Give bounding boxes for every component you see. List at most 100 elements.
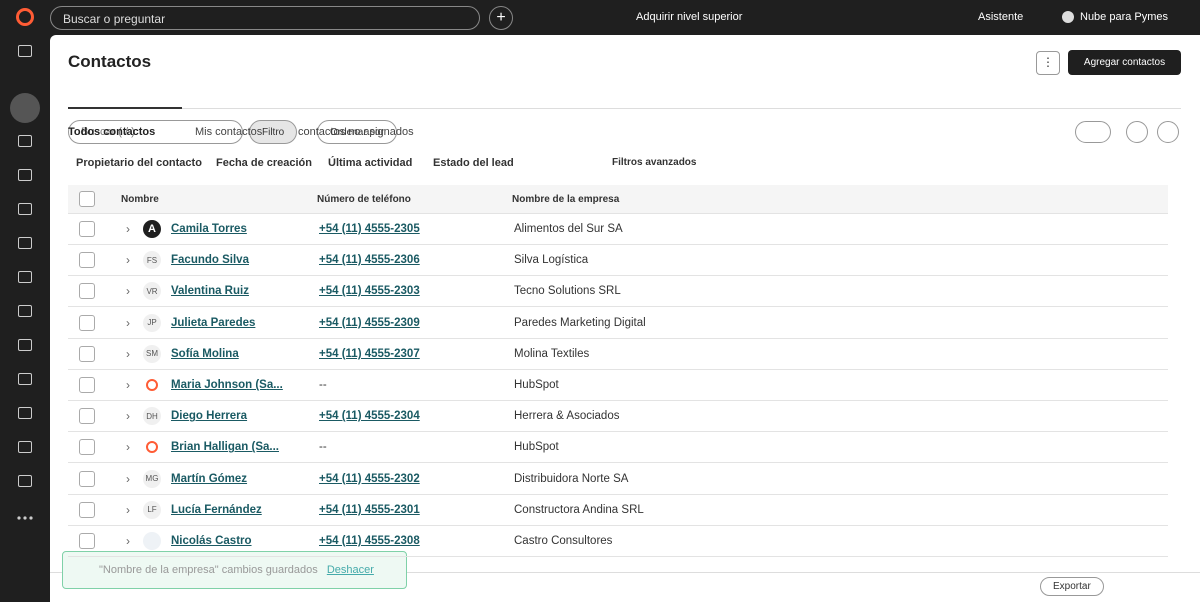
active-nav[interactable] <box>10 93 40 123</box>
sort-button[interactable]: Ordenar por <box>317 120 397 144</box>
row-checkbox[interactable] <box>79 377 95 393</box>
contact-name[interactable]: Valentina Ruiz <box>171 285 249 298</box>
contact-name[interactable]: Facundo Silva <box>171 254 249 267</box>
nav-icon[interactable] <box>18 339 32 351</box>
nav-icon[interactable] <box>18 45 32 57</box>
view-toggle[interactable] <box>1075 121 1111 143</box>
contact-name[interactable]: Camila Torres <box>171 223 247 235</box>
row-checkbox[interactable] <box>79 283 95 300</box>
row-checkbox[interactable] <box>79 408 95 425</box>
phone[interactable]: +54 (11) 4555-2303 <box>319 285 420 298</box>
avatar: DH <box>143 407 161 426</box>
tabs-divider <box>68 108 1181 109</box>
row-checkbox[interactable] <box>79 470 95 487</box>
contact-name[interactable]: Julieta Paredes <box>171 316 256 329</box>
nav-icon[interactable] <box>18 169 32 181</box>
filter-dropdown[interactable]: Última actividad <box>328 157 413 169</box>
contact-name[interactable]: Lucía Fernández <box>171 503 262 516</box>
row-checkbox[interactable] <box>79 221 95 237</box>
company: Silva Logística <box>514 254 589 267</box>
select-all-checkbox[interactable] <box>79 191 95 207</box>
global-search[interactable]: Buscar o preguntar <box>50 6 480 30</box>
row-checkbox[interactable] <box>79 252 95 269</box>
phone[interactable]: +54 (11) 4555-2309 <box>319 316 420 329</box>
table-row: › FS Facundo Silva +54 (11) 4555-2306 Silva … <box>68 245 1168 277</box>
nav-icon[interactable] <box>18 305 32 317</box>
expand-icon[interactable]: › <box>126 346 130 361</box>
expand-icon[interactable]: › <box>126 222 130 236</box>
add-icon[interactable]: + <box>489 6 513 30</box>
row-checkbox[interactable] <box>79 314 95 331</box>
contact-name[interactable]: Nicolás Castro <box>171 535 252 547</box>
expand-icon[interactable]: › <box>126 534 130 548</box>
table-row: › MG Martín Gómez +54 (11) 4555-2302 Distrib… <box>68 464 1168 495</box>
nav-icon[interactable] <box>18 373 32 385</box>
contact-name[interactable]: Maria Johnson (Sa... <box>171 379 283 391</box>
phone[interactable]: +54 (11) 4555-2301 <box>319 503 420 516</box>
expand-icon[interactable]: › <box>126 253 130 268</box>
filter-dropdown[interactable]: Estado del lead <box>433 157 514 169</box>
company: Constructora Andina SRL <box>514 503 644 516</box>
nav-icon[interactable] <box>18 203 32 215</box>
tab[interactable]: Todos contactos <box>68 126 156 138</box>
expand-icon[interactable]: › <box>126 502 130 517</box>
phone[interactable]: +54 (11) 4555-2302 <box>319 472 420 485</box>
column-header[interactable]: Nombre de la empresa <box>512 193 620 205</box>
expand-icon[interactable]: › <box>126 284 130 299</box>
filter-button[interactable]: Filtro <box>249 120 298 144</box>
nav-icon[interactable] <box>18 271 32 283</box>
collapse-button[interactable] <box>1157 121 1179 143</box>
filter-dropdown[interactable]: Propietario del contacto <box>76 157 202 169</box>
company: Alimentos del Sur SA <box>514 223 623 235</box>
more-actions[interactable]: ⋮ <box>1036 51 1060 75</box>
assistant-button[interactable]: Asistente <box>978 11 1024 23</box>
contact-name[interactable]: Sofía Molina <box>171 347 239 360</box>
undo-link[interactable]: Deshacer <box>326 564 374 576</box>
expand-icon[interactable]: › <box>126 471 130 486</box>
nav-icon[interactable] <box>18 237 32 249</box>
row-checkbox[interactable] <box>79 533 95 549</box>
account-menu[interactable]: Nube para Pymes <box>1080 11 1169 23</box>
expand-icon[interactable]: › <box>126 409 130 424</box>
phone[interactable]: +54 (11) 4555-2308 <box>319 535 420 547</box>
contact-name[interactable]: Diego Herrera <box>171 410 248 423</box>
tab[interactable]: Mis contactos <box>195 126 263 138</box>
column-header[interactable]: Nombre <box>121 193 159 205</box>
phone: -- <box>319 441 327 454</box>
company: HubSpot <box>514 379 559 391</box>
row-checkbox[interactable] <box>79 501 95 518</box>
phone: -- <box>319 379 327 391</box>
tab[interactable]: contactos no asignados <box>298 126 414 138</box>
column-header[interactable]: Número de teléfono <box>317 193 411 205</box>
add-contacts-button[interactable]: Agregar contactos <box>1068 50 1181 75</box>
table-search[interactable]: Buscar ( / ) <box>68 120 243 144</box>
nav-icon[interactable] <box>18 475 32 487</box>
more-icon[interactable] <box>17 515 33 521</box>
page-title[interactable]: Contactos <box>68 52 152 71</box>
logo[interactable] <box>16 8 34 26</box>
upgrade-link[interactable]: Adquirir nivel superior <box>636 11 743 23</box>
nav-icon[interactable] <box>18 407 32 419</box>
phone[interactable]: +54 (11) 4555-2307 <box>319 347 420 360</box>
row-checkbox[interactable] <box>79 345 95 362</box>
table-row: › Maria Johnson (Sa... -- HubSpot <box>68 370 1168 401</box>
settings-button[interactable] <box>1126 121 1148 143</box>
active-tab-underline <box>68 107 182 109</box>
company: Molina Textiles <box>514 347 590 360</box>
expand-icon[interactable]: › <box>126 440 130 455</box>
avatar: A <box>143 220 161 238</box>
table-header: Nombre Número de teléfono Nombre de la emp… <box>68 185 1168 214</box>
contact-name[interactable]: Martín Gómez <box>171 472 248 485</box>
export-button[interactable]: Exportar <box>1040 577 1104 596</box>
contact-name[interactable]: Brian Halligan (Sa... <box>171 441 279 454</box>
row-checkbox[interactable] <box>79 439 95 456</box>
expand-icon[interactable]: › <box>126 315 130 330</box>
nav-icon[interactable] <box>18 441 32 453</box>
advanced-filters[interactable]: Filtros avanzados <box>612 157 697 168</box>
nav-icon[interactable] <box>18 135 32 147</box>
expand-icon[interactable]: › <box>126 378 130 392</box>
phone[interactable]: +54 (11) 4555-2306 <box>319 254 420 267</box>
filter-dropdown[interactable]: Fecha de creación <box>216 157 312 169</box>
phone[interactable]: +54 (11) 4555-2304 <box>319 410 420 423</box>
phone[interactable]: +54 (11) 4555-2305 <box>319 223 420 235</box>
